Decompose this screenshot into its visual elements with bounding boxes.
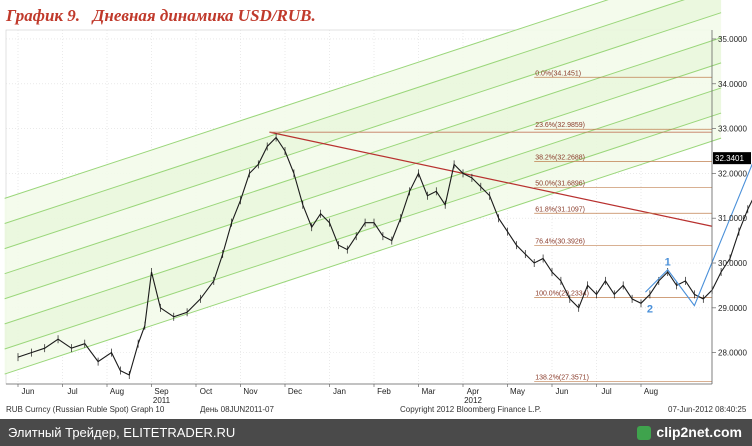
channel-line — [4, 0, 685, 224]
x-tick-label: Jun — [22, 387, 35, 396]
period-label: День 08JUN2011-07 — [200, 405, 274, 414]
fib-level-label: 23.6%(32.9859) — [535, 122, 585, 129]
resistance-line — [269, 131, 713, 227]
source-label: RUB Curncy (Russian Ruble Spot) Graph 10 — [6, 405, 165, 414]
y-tick-label: 29.0000 — [718, 304, 747, 313]
last-price-label: 32.3401 — [715, 154, 744, 163]
y-tick-label: 31.0000 — [718, 214, 747, 223]
x-tick-label: Sep — [154, 387, 169, 396]
channel-band — [4, 87, 722, 349]
channel-band — [4, 113, 722, 375]
channel-line — [4, 87, 722, 325]
price-series — [17, 133, 752, 380]
channel-band — [4, 62, 722, 324]
x-tick-label: Aug — [110, 387, 124, 396]
trend-channel — [4, 0, 722, 375]
x-tick-label: Nov — [243, 387, 257, 396]
timestamp-label: 07-Jun-2012 08:40:25 — [668, 405, 747, 414]
y-tick-label: 32.0000 — [718, 169, 747, 178]
axes: 28.0000 29.0000 30.0000 31.0000 32.0000 33.00… — [6, 30, 751, 405]
channel-line — [4, 12, 722, 250]
y-tick-label: 30.0000 — [718, 259, 747, 268]
source-watermark: Элитный Трейдер, ELITETRADER.RU — [8, 425, 236, 440]
wave-forecast: 12345 — [645, 163, 752, 315]
fib-level-label: 138.2%(27.3571) — [535, 374, 589, 381]
x-tick-label: May — [510, 387, 525, 396]
clip2net-logo: clip2net.com — [637, 424, 742, 441]
x-tick-label: Jan — [333, 387, 346, 396]
x-tick-label: Dec — [288, 387, 302, 396]
wave-path — [645, 163, 752, 307]
channel-line — [4, 0, 609, 199]
x-tick-label: Apr — [467, 387, 480, 396]
fib-level-label: 76.4%(30.3926) — [535, 238, 585, 245]
fib-level-label: 100.0%(29.2334) — [535, 290, 589, 297]
channel-line — [4, 62, 722, 300]
fibonacci-levels: 0.0%(34.1451) 23.6%(32.9859) 38.2%(32.2688… — [534, 70, 712, 382]
copyright-label: Copyright 2012 Bloomberg Finance L.P. — [400, 405, 541, 414]
y-tick-label: 34.0000 — [718, 80, 747, 89]
fib-level-label: 0.0%(34.1451) — [535, 70, 581, 77]
price-line — [17, 136, 752, 376]
channel-line — [4, 137, 722, 375]
wave-label-2: 2 — [647, 303, 653, 315]
x-tick-label: Jul — [601, 387, 611, 396]
wave-label-1: 1 — [665, 256, 671, 268]
usd-rub-chart: 0.0%(34.1451) 23.6%(32.9859) 38.2%(32.2688… — [4, 0, 752, 414]
logo-icon — [637, 426, 652, 441]
x-tick-label: Aug — [644, 387, 658, 396]
y-tick-label: 28.0000 — [718, 349, 747, 358]
x-year-label: 2011 — [153, 396, 171, 405]
fib-level-label: 50.0%(31.6896) — [535, 180, 585, 187]
last-price-marker — [713, 152, 751, 165]
watermark-footer: Элитный Трейдер, ELITETRADER.RU clip2net… — [0, 419, 752, 446]
x-year-label: 2012 — [464, 396, 482, 405]
logo-text: clip2net.com — [656, 424, 742, 440]
bloomberg-footer: RUB Curncy (Russian Ruble Spot) Graph 10… — [6, 405, 747, 414]
channel-line — [4, 112, 722, 350]
x-tick-label: Oct — [200, 387, 213, 396]
fib-level-label: 61.8%(31.1097) — [535, 206, 585, 213]
chart-title: График 9. Дневная динамика USD/RUB. — [6, 6, 316, 25]
x-tick-label: Mar — [422, 387, 436, 396]
channel-band — [4, 0, 722, 249]
x-tick-label: Jul — [67, 387, 77, 396]
channel-band — [4, 37, 722, 299]
channel-band — [4, 12, 722, 274]
fib-level-label: 38.2%(32.2688) — [535, 154, 585, 161]
x-tick-label: Jun — [556, 387, 569, 396]
x-tick-label: Feb — [377, 387, 391, 396]
y-tick-label: 35.0000 — [718, 35, 747, 44]
y-tick-label: 33.0000 — [718, 125, 747, 134]
